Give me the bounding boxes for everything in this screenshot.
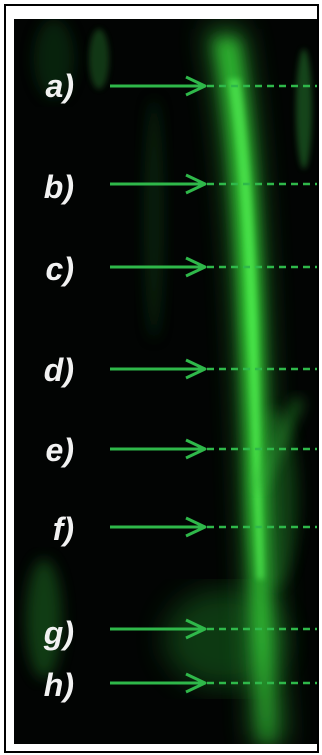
arrow-head-d bbox=[185, 358, 207, 380]
arrow-head-f bbox=[185, 516, 207, 538]
microscopy-image-panel: a) b) c) d) e) f) g) h) bbox=[14, 19, 317, 744]
marker-label-g: g) bbox=[43, 615, 74, 651]
arrow-head-b bbox=[185, 173, 207, 195]
marker-label-h: h) bbox=[43, 667, 74, 703]
marker-label-b: b) bbox=[43, 169, 74, 205]
marker-label-d: d) bbox=[43, 352, 74, 388]
arrow-head-a bbox=[185, 75, 207, 97]
marker-label-f: f) bbox=[52, 511, 74, 547]
arrow-markers bbox=[110, 75, 317, 694]
marker-label-a: a) bbox=[45, 68, 74, 104]
marker-label-e: e) bbox=[45, 432, 74, 468]
arrow-head-h bbox=[185, 672, 207, 694]
arrow-head-c bbox=[185, 256, 207, 278]
marker-label-c: c) bbox=[45, 251, 74, 287]
fluorescent-vessel-image bbox=[14, 19, 317, 744]
arrow-head-g bbox=[185, 618, 207, 640]
arrow-head-e bbox=[185, 438, 207, 460]
